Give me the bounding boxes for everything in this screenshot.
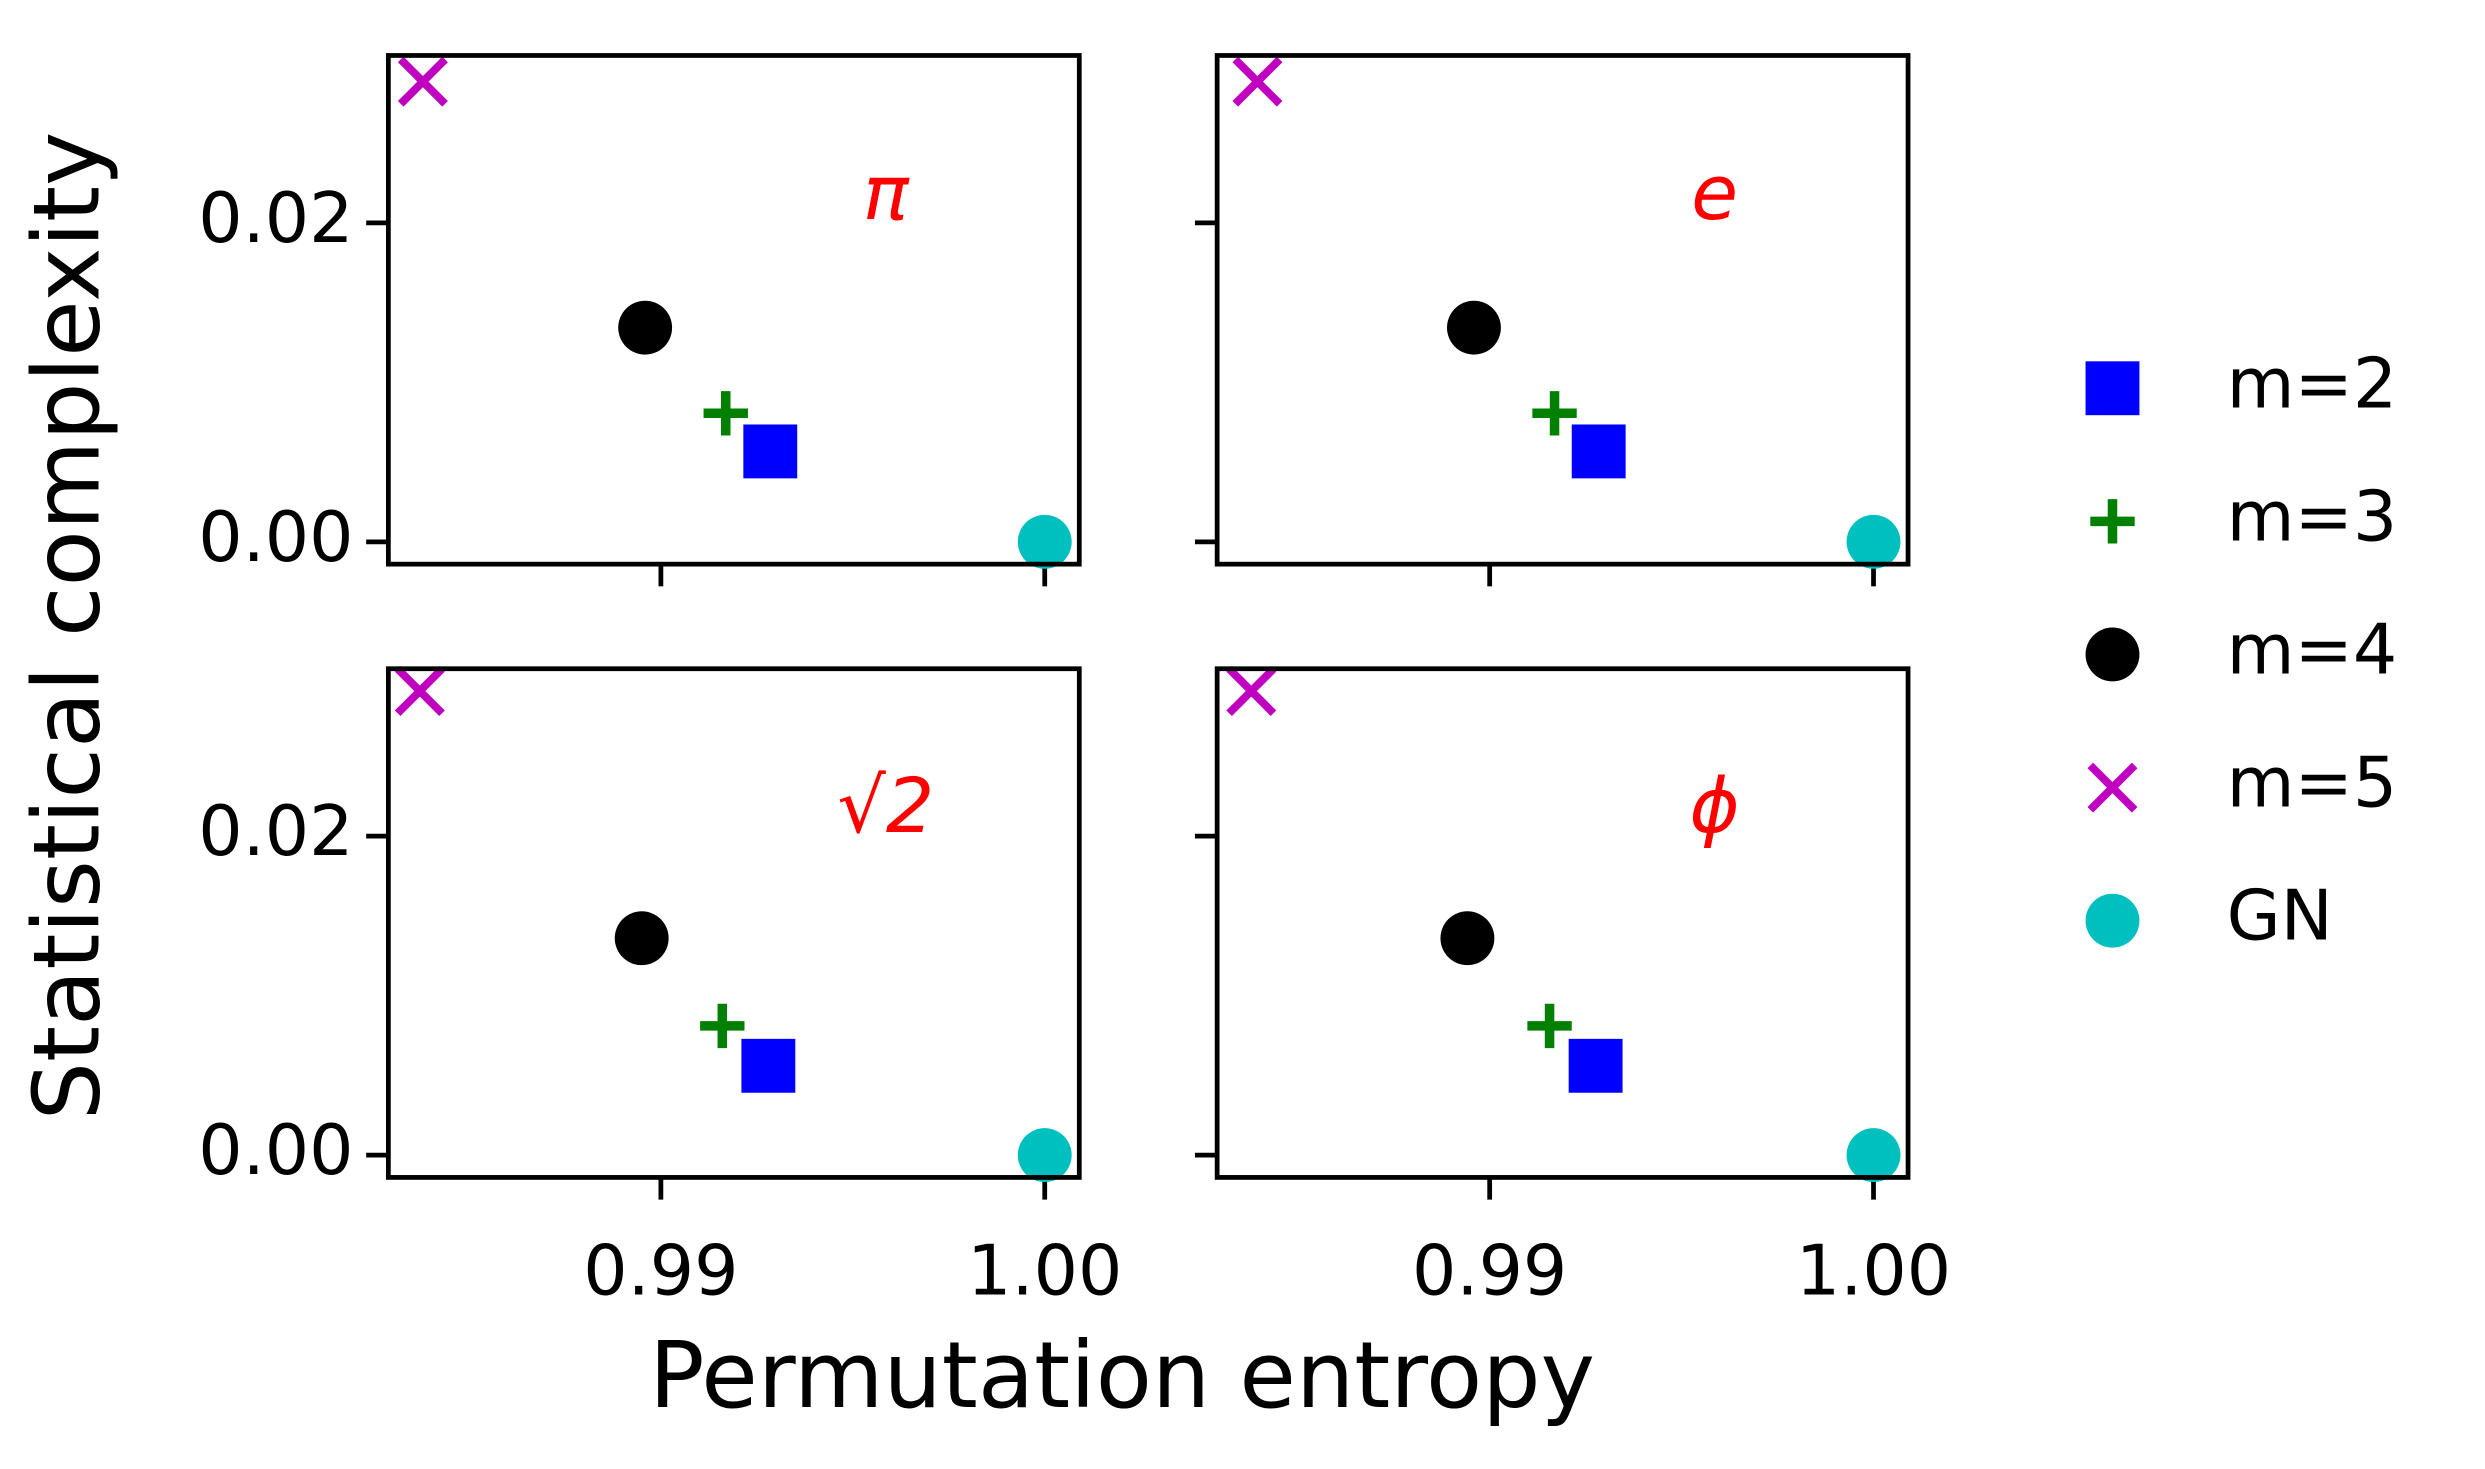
marker-circle: [2085, 893, 2140, 948]
panel-label: √2: [837, 761, 934, 850]
x-axis-label: Permutation entropy: [649, 1322, 1595, 1429]
legend-label: m=5: [2227, 743, 2398, 824]
legend-label: m=4: [2227, 610, 2398, 691]
marker-plus: [1527, 1003, 1572, 1049]
marker-circle: [618, 300, 673, 355]
marker-x: [1226, 666, 1277, 717]
axes-frame: [385, 666, 1082, 1180]
marker-square: [741, 1038, 796, 1093]
legend-label: m=2: [2227, 343, 2398, 424]
marker-circle: [1846, 514, 1901, 569]
y-tick-label: 0.02: [198, 178, 353, 259]
marker-plus: [700, 1003, 745, 1049]
panel-label: e: [1691, 148, 1738, 237]
marker-circle: [614, 911, 669, 966]
x-tick-label: 1.00: [1796, 1231, 1951, 1312]
marker-square: [1571, 424, 1626, 479]
marker-x: [1232, 56, 1283, 107]
x-tick-label: 1.00: [967, 1231, 1122, 1312]
marker-circle: [1017, 514, 1072, 569]
legend-label: m=3: [2227, 476, 2398, 557]
marker-plus: [1532, 391, 1577, 436]
marker-square: [743, 424, 798, 479]
marker-square: [2085, 361, 2140, 416]
marker-circle: [2085, 627, 2140, 682]
marker-square: [1568, 1038, 1623, 1093]
marker-x: [394, 666, 445, 717]
panel-label: ϕ: [1690, 761, 1740, 850]
marker-circle: [1440, 911, 1495, 966]
marker-x: [397, 56, 448, 107]
marker-circle: [1017, 1128, 1072, 1183]
panel-label: π: [863, 148, 910, 237]
x-tick-label: 0.99: [583, 1231, 738, 1312]
marker-plus: [2090, 499, 2135, 544]
marker-x: [2087, 762, 2138, 813]
y-tick-label: 0.00: [198, 1110, 353, 1191]
marker-circle: [1446, 300, 1501, 355]
axes-frame: [1214, 666, 1911, 1180]
marker-plus: [703, 391, 748, 436]
y-tick-label: 0.02: [198, 791, 353, 872]
legend-label: GN: [2227, 876, 2333, 957]
axes-frame: [385, 53, 1082, 567]
axes-frame: [1214, 53, 1911, 567]
y-axis-label: Statistical complexity: [13, 132, 120, 1121]
y-tick-label: 0.00: [198, 497, 353, 578]
x-tick-label: 0.99: [1412, 1231, 1567, 1312]
marker-circle: [1846, 1128, 1901, 1183]
